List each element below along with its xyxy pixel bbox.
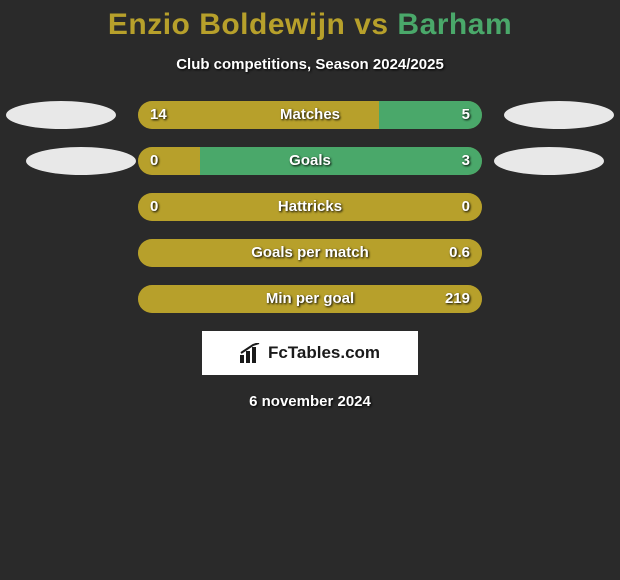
stat-row: 145Matches <box>0 101 620 129</box>
logo-box: FcTables.com <box>202 331 418 375</box>
stat-label: Goals <box>138 147 482 175</box>
team-marker-left <box>26 147 136 175</box>
subtitle: Club competitions, Season 2024/2025 <box>0 56 620 73</box>
page-title: Enzio Boldewijn vs Barham <box>0 8 620 42</box>
logo-text: FcTables.com <box>268 343 380 363</box>
stats-rows: 145Matches 03Goals 00Hattricks 0.6Goals per… <box>0 101 620 313</box>
bar-chart-icon <box>240 343 262 363</box>
stat-label: Min per goal <box>138 285 482 313</box>
vs-text: vs <box>345 8 397 41</box>
stat-label: Hattricks <box>138 193 482 221</box>
date-text: 6 november 2024 <box>0 393 620 410</box>
comparison-infographic: Enzio Boldewijn vs Barham Club competiti… <box>0 0 620 410</box>
team-marker-right <box>494 147 604 175</box>
team-marker-right <box>504 101 614 129</box>
stat-label: Goals per match <box>138 239 482 267</box>
player1-name: Enzio Boldewijn <box>108 8 346 41</box>
team-marker-left <box>6 101 116 129</box>
stat-row: 0.6Goals per match <box>0 239 620 267</box>
stat-row: 00Hattricks <box>0 193 620 221</box>
player2-name: Barham <box>397 8 512 41</box>
stat-label: Matches <box>138 101 482 129</box>
stat-row: 03Goals <box>0 147 620 175</box>
stat-row: 219Min per goal <box>0 285 620 313</box>
